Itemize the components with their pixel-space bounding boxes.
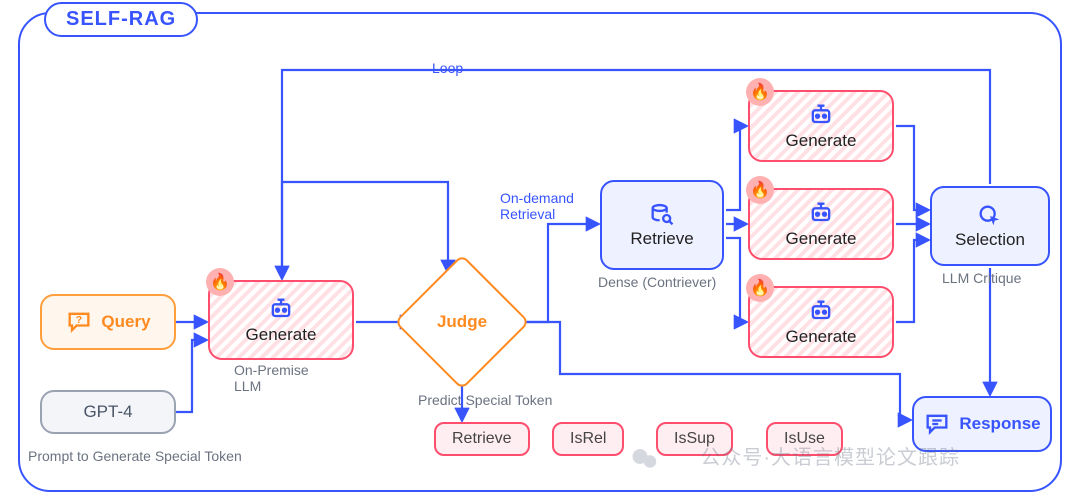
caption-dense: Dense (Contriever) <box>598 274 716 290</box>
fire-badge: 🔥 <box>206 268 234 296</box>
gpt4-node: GPT-4 <box>40 390 176 434</box>
generate-1-label: Generate <box>786 131 857 151</box>
cursor-click-icon <box>976 202 1004 230</box>
query-label: Query <box>101 312 150 332</box>
caption-onprem: On-Premise LLM <box>234 362 309 394</box>
wechat-icon <box>630 444 660 474</box>
chat-question-icon: ? <box>65 308 93 336</box>
caption-ondemand: On-demand Retrieval <box>500 190 574 222</box>
retrieve-label: Retrieve <box>630 229 693 249</box>
generate-2-label: Generate <box>786 229 857 249</box>
response-label: Response <box>959 414 1040 434</box>
selection-node: Selection <box>930 186 1050 266</box>
token-isrel: IsRel <box>552 422 624 456</box>
caption-prompt: Prompt to Generate Special Token <box>28 448 242 464</box>
fire-badge: 🔥 <box>746 274 774 302</box>
fire-badge: 🔥 <box>746 176 774 204</box>
fire-badge: 🔥 <box>746 78 774 106</box>
query-node: ? Query <box>40 294 176 350</box>
database-search-icon <box>648 201 676 229</box>
robot-icon <box>807 297 835 325</box>
caption-critique: LLM Critique <box>942 270 1021 286</box>
watermark-text: 公众号·大语言模型论文跟踪 <box>700 441 960 470</box>
generate-3-label: Generate <box>786 327 857 347</box>
gpt4-label: GPT-4 <box>83 402 132 422</box>
token-retrieve: Retrieve <box>434 422 530 456</box>
chat-response-icon <box>923 410 951 438</box>
retrieve-node: Retrieve <box>600 180 724 270</box>
svg-text:?: ? <box>76 314 82 326</box>
title-badge: SELF-RAG <box>44 2 198 37</box>
robot-icon <box>807 199 835 227</box>
generate-main-label: Generate <box>246 325 317 345</box>
judge-node: Judge <box>414 274 510 370</box>
robot-icon <box>267 295 295 323</box>
robot-icon <box>807 101 835 129</box>
judge-label: Judge <box>437 312 487 332</box>
selection-label: Selection <box>955 230 1025 250</box>
generate-main-node: Generate <box>208 280 354 360</box>
caption-loop: Loop <box>432 60 463 76</box>
caption-predict: Predict Special Token <box>418 392 552 408</box>
